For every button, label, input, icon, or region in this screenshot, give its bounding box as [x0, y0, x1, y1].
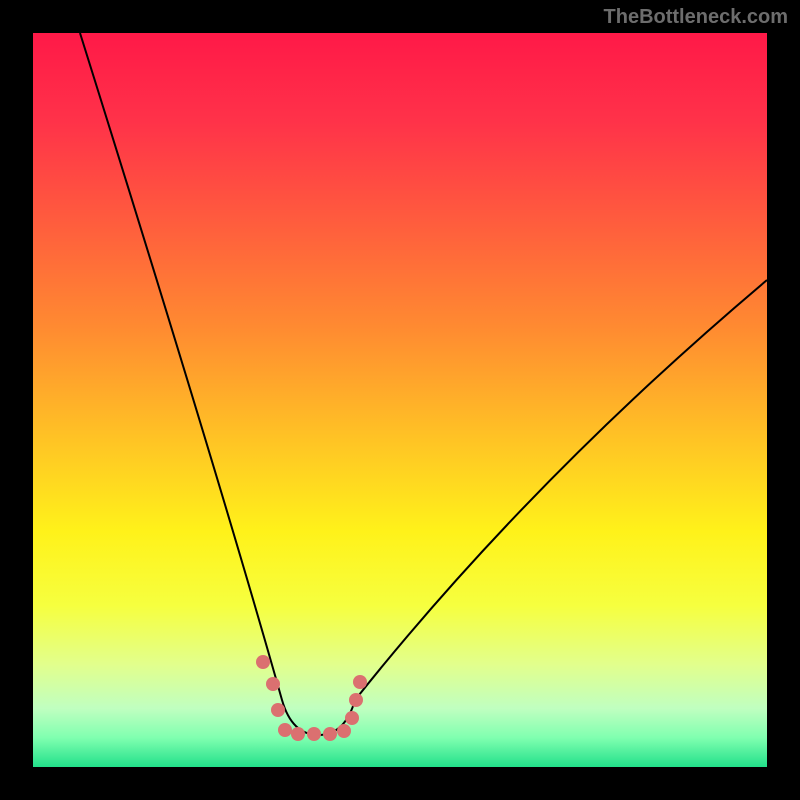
- plot-area: [33, 33, 767, 767]
- watermark-text: TheBottleneck.com: [604, 6, 788, 29]
- marker-point: [353, 675, 367, 689]
- bottleneck-chart: [0, 0, 800, 800]
- marker-point: [256, 655, 270, 669]
- marker-point: [291, 727, 305, 741]
- marker-point: [266, 677, 280, 691]
- marker-point: [337, 724, 351, 738]
- marker-point: [345, 711, 359, 725]
- marker-point: [271, 703, 285, 717]
- marker-point: [278, 723, 292, 737]
- marker-point: [307, 727, 321, 741]
- marker-point: [349, 693, 363, 707]
- marker-point: [323, 727, 337, 741]
